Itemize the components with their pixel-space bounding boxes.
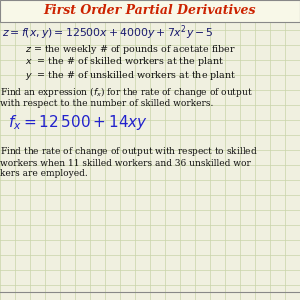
Text: $z = f(x, y) = 12500x + 4000y + 7x^2y - 5$: $z = f(x, y) = 12500x + 4000y + 7x^2y - …: [2, 24, 214, 42]
Text: First Order Partial Derivatives: First Order Partial Derivatives: [44, 4, 256, 17]
Text: $\mathregular{F}$ind an expression ($f_x$) for the rate of change of output: $\mathregular{F}$ind an expression ($f_x…: [0, 85, 253, 99]
Text: $x$  = the # of skilled workers at the plant: $x$ = the # of skilled workers at the pl…: [25, 56, 224, 68]
Text: $y$  = the # of unskilled workers at the plant: $y$ = the # of unskilled workers at the …: [25, 68, 236, 82]
Bar: [0, 0, 300, 22]
Text: $z$ = the weekly # of pounds of acetate fiber: $z$ = the weekly # of pounds of acetate …: [25, 43, 236, 56]
Text: kers are employed.: kers are employed.: [0, 169, 88, 178]
Text: $f_x = 12\,500 + 14xy$: $f_x = 12\,500 + 14xy$: [8, 112, 148, 131]
Text: with respect to the number of skilled workers.: with respect to the number of skilled wo…: [0, 98, 213, 107]
Text: workers when 11 skilled workers and 36 unskilled wor: workers when 11 skilled workers and 36 u…: [0, 158, 251, 167]
Text: $\mathregular{F}$ind the rate of change of output with respect to skilled: $\mathregular{F}$ind the rate of change …: [0, 146, 258, 158]
